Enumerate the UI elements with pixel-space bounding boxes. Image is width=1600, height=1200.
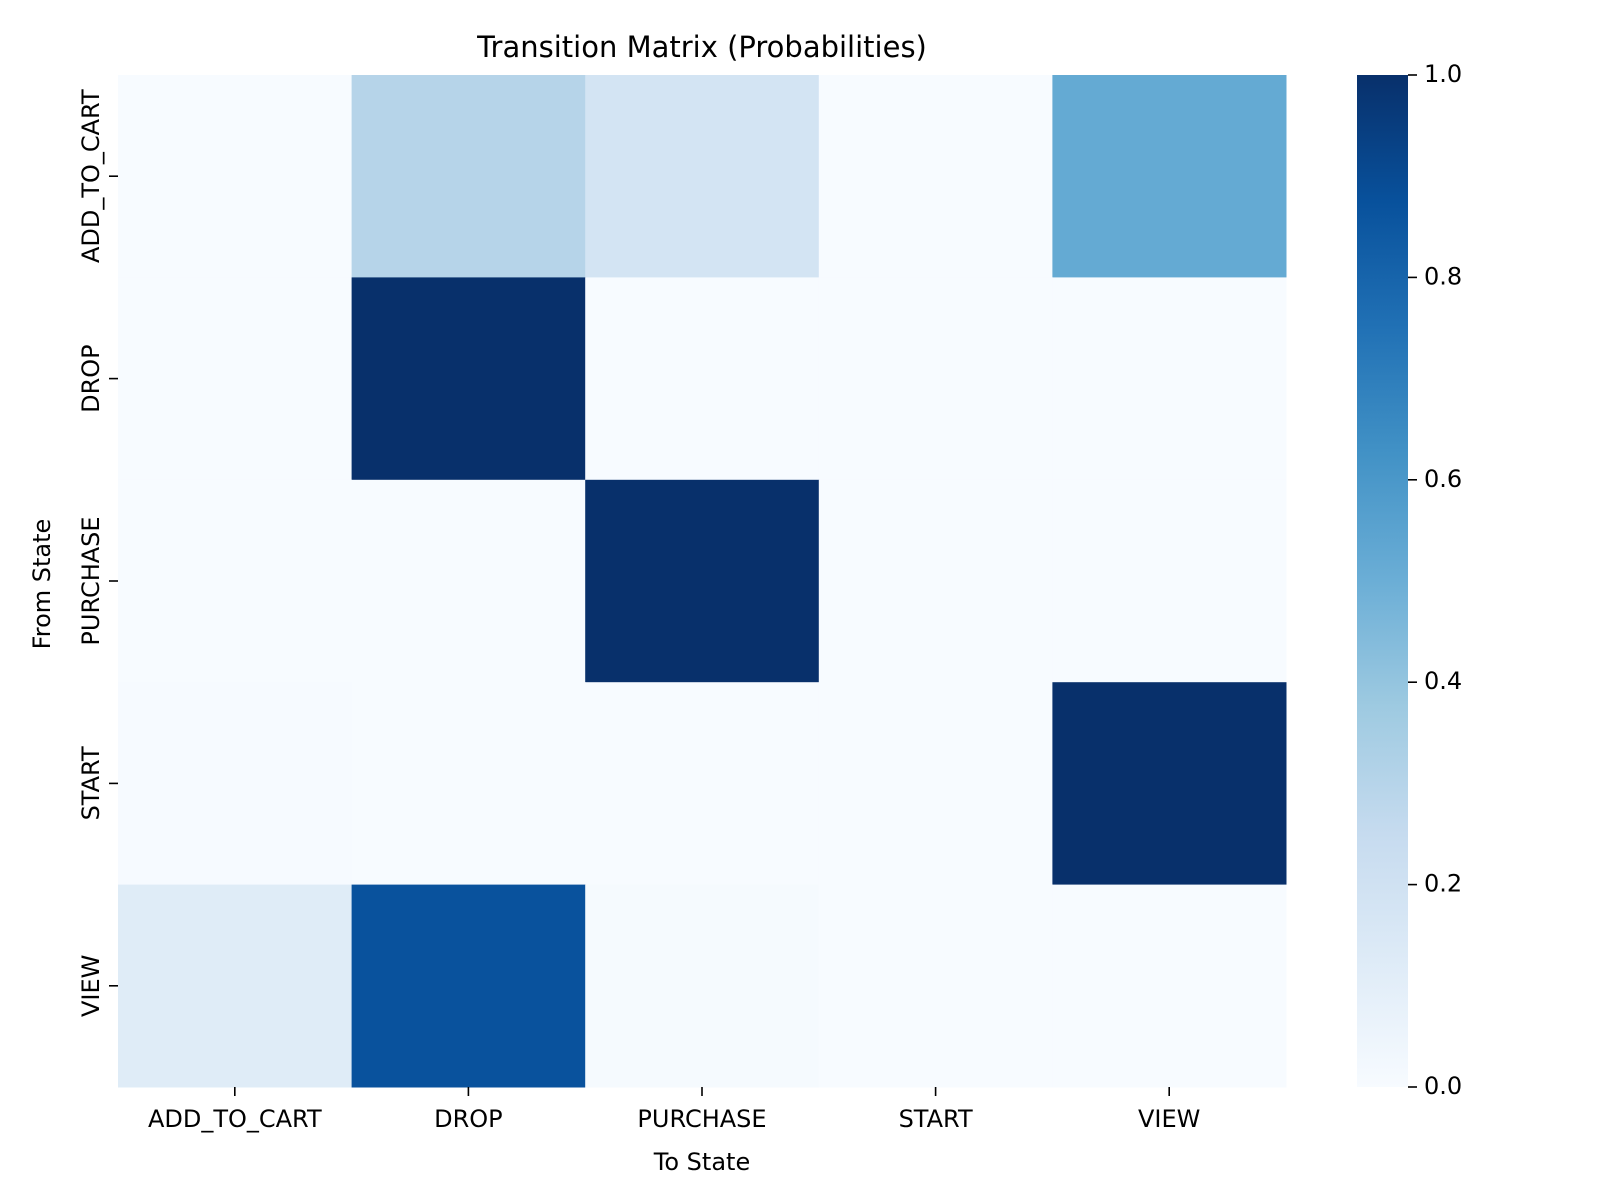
heatmap-cell-start-to-drop [351,682,586,886]
heatmap-cell-drop-to-drop [351,277,586,481]
y-tick-label: DROP [77,344,105,413]
heatmap-cell-add_to_cart-to-drop [351,75,586,278]
heatmap-cell-add_to_cart-to-view [1052,75,1287,278]
y-tick-label: PURCHASE [77,516,105,645]
x-tick-label: DROP [434,1105,503,1133]
colorbar-tick-label: 0.2 [1424,870,1462,898]
heatmap-cell-add_to_cart-to-start [818,75,1053,278]
y-tick-label: VIEW [77,955,105,1017]
heatmap-cell-view-to-start [818,884,1053,1088]
colorbar-tick-label: 0.8 [1424,262,1462,290]
colorbar-tick-label: 1.0 [1424,60,1462,88]
x-tick-label: VIEW [1138,1105,1200,1133]
colorbar-scale [1357,75,1408,1087]
heatmap-cell-purchase-to-purchase [585,479,820,683]
colorbar: 0.0 0.2 0.4 0.6 0.8 1.0 [1357,60,1462,1100]
colorbar-tick-label: 0.6 [1424,465,1462,493]
heatmap-cell-view-to-purchase [585,884,820,1088]
heatmap-cell-start-to-start [818,682,1053,886]
x-axis-ticks: ADD_TO_CART DROP PURCHASE START VIEW [148,1087,1200,1133]
heatmap-cell-drop-to-purchase [585,277,820,481]
heatmap-cell-add_to_cart-to-purchase [585,75,820,278]
heatmap-cell-view-to-drop [351,884,586,1088]
y-axis-label: From State [28,519,56,650]
heatmap-cell-start-to-purchase [585,682,820,886]
x-tick-label: ADD_TO_CART [148,1105,322,1133]
x-tick-label: PURCHASE [637,1105,766,1133]
y-axis-ticks: ADD_TO_CART DROP PURCHASE START VIEW [77,89,118,1017]
chart-title: Transition Matrix (Probabilities) [476,30,927,64]
heatmap-cell-purchase-to-start [818,479,1053,683]
heatmap-cell-drop-to-start [818,277,1053,481]
heatmap-cell-start-to-view [1052,682,1287,886]
x-axis-label: To State [653,1148,750,1176]
x-tick-label: START [899,1105,973,1133]
heatmap-cells [118,75,1287,1088]
heatmap-cell-drop-to-add_to_cart [118,277,353,481]
colorbar-tick-label: 0.4 [1424,667,1462,695]
heatmap-cell-add_to_cart-to-add_to_cart [118,75,353,278]
y-tick-label: ADD_TO_CART [77,89,105,263]
heatmap-cell-drop-to-view [1052,277,1287,481]
heatmap-cell-view-to-view [1052,884,1287,1088]
heatmap-cell-purchase-to-view [1052,479,1287,683]
colorbar-tick-label: 0.0 [1424,1072,1462,1100]
heatmap-cell-purchase-to-drop [351,479,586,683]
heatmap-cell-purchase-to-add_to_cart [118,479,353,683]
heatmap-cell-start-to-add_to_cart [118,682,353,886]
y-tick-label: START [77,746,105,820]
heatmap-cell-view-to-add_to_cart [118,884,353,1088]
